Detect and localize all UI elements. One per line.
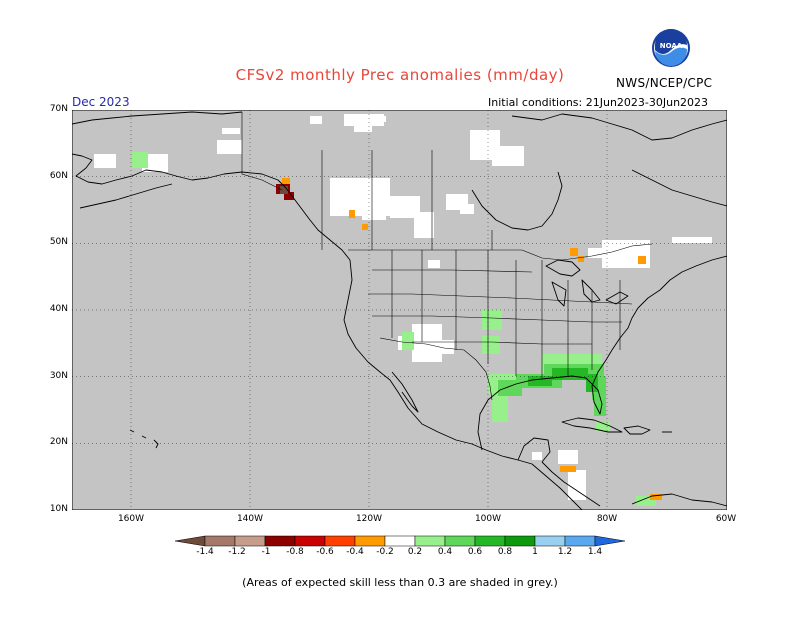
lat-label: 40N (49, 304, 68, 314)
anomaly-map (72, 110, 727, 510)
colorbar-cell (354, 535, 386, 547)
colorbar-label: -1.4 (196, 547, 214, 557)
colorbar-label: 0.8 (497, 547, 513, 557)
lon-label: 80W (596, 514, 618, 524)
borders (241, 112, 653, 401)
colorbar-label: 1.4 (587, 547, 603, 557)
white-patches (94, 114, 712, 500)
lon-label: 140W (236, 514, 264, 524)
lon-label: 60W (715, 514, 737, 524)
colorbar (174, 535, 626, 547)
coastlines (72, 111, 727, 510)
colorbar-arrow-right (594, 535, 626, 547)
brown-patches (280, 186, 288, 194)
colorbar-label: -1 (261, 547, 271, 557)
colorbar-cell (384, 535, 416, 547)
lat-label: 20N (49, 437, 68, 447)
colorbar-cell (324, 535, 356, 547)
colorbar-label: 0.4 (437, 547, 453, 557)
initial-conditions: Initial conditions: 21Jun2023-30Jun2023 (488, 96, 709, 109)
lat-label: 60N (49, 171, 68, 181)
map-background (72, 110, 727, 510)
orange-patches (282, 178, 662, 500)
chart-title: CFSv2 monthly Prec anomalies (mm/day) (235, 66, 565, 84)
colorbar-cell (234, 535, 266, 547)
colorbar-arrow-left (174, 535, 206, 547)
colorbar-cell (564, 535, 596, 547)
colorbar-label: 1 (532, 547, 538, 557)
logo-text: NOAA (660, 42, 683, 50)
forecast-month: Dec 2023 (72, 95, 130, 109)
colorbar-label: 0.2 (407, 547, 423, 557)
colorbar-label: -1.2 (228, 547, 246, 557)
colorbar-cell (474, 535, 506, 547)
light-green-patches (132, 152, 656, 506)
colorbar-label: -0.8 (286, 547, 304, 557)
noaa-logo: NOAA (652, 29, 690, 67)
colorbar-cell (534, 535, 566, 547)
colorbar-cell (414, 535, 446, 547)
footnote: (Areas of expected skill less than 0.3 a… (242, 576, 558, 589)
colorbar-cell (504, 535, 536, 547)
colorbar-cell (204, 535, 236, 547)
colorbar-label: 1.2 (557, 547, 573, 557)
colorbar-label: -0.6 (316, 547, 334, 557)
lon-label: 120W (355, 514, 383, 524)
lat-label: 10N (49, 504, 68, 514)
lon-label: 100W (474, 514, 502, 524)
colorbar-cell (294, 535, 326, 547)
colorbar-label: -0.4 (346, 547, 364, 557)
lat-label: 50N (49, 237, 68, 247)
colorbar-cell (444, 535, 476, 547)
lat-label: 70N (49, 104, 68, 114)
colorbar-cell (264, 535, 296, 547)
lon-label: 160W (117, 514, 145, 524)
colorbar-label: 0.6 (467, 547, 483, 557)
agency-label: NWS/NCEP/CPC (616, 76, 713, 90)
lat-label: 30N (49, 371, 68, 381)
colorbar-label: -0.2 (376, 547, 394, 557)
